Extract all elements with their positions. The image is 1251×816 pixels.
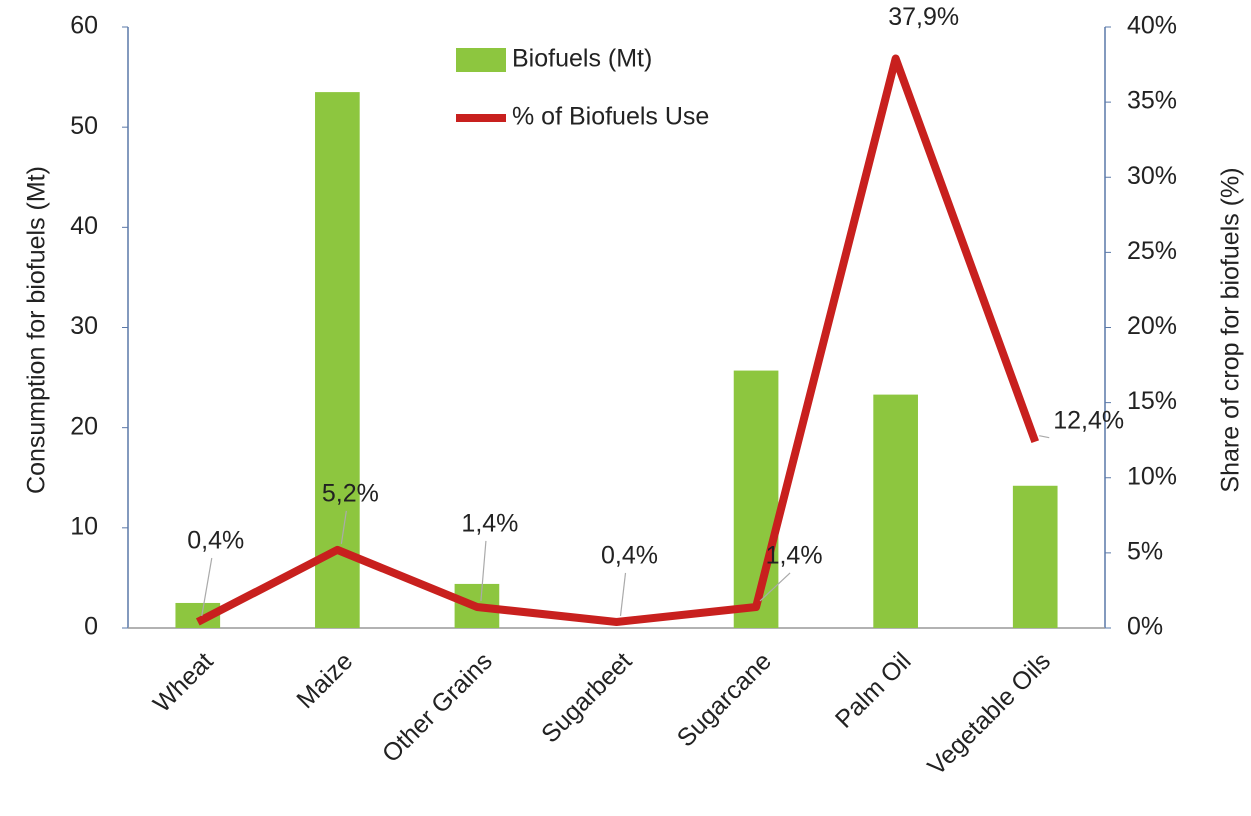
- x-tick-label: Sugarcane: [672, 647, 777, 752]
- leader-line: [201, 557, 213, 617]
- bar: [733, 370, 779, 628]
- data-label: 0,4%: [187, 527, 244, 555]
- y2-tick-label: 30%: [1127, 162, 1177, 190]
- x-tick-label: Other Grains: [377, 647, 498, 768]
- line: [195, 54, 1039, 626]
- data-label: 37,9%: [888, 3, 959, 31]
- leader-line: [340, 510, 347, 544]
- y2-tick-label: 20%: [1127, 312, 1177, 340]
- data-label: 1,4%: [766, 542, 823, 570]
- bar: [873, 394, 918, 628]
- legend-swatch: [456, 48, 506, 72]
- x-tick-label: Maize: [291, 647, 358, 714]
- y2-tick-label: 5%: [1127, 537, 1163, 565]
- x-tick-label: Sugarbeet: [536, 647, 637, 748]
- leader-line: [759, 572, 791, 602]
- y2-tick-label: 0%: [1127, 613, 1163, 641]
- leader-line: [1039, 435, 1050, 439]
- y-tick-label: 40: [70, 212, 98, 240]
- data-label: 0,4%: [601, 542, 658, 570]
- x-tick-label: Vegetable Oils: [922, 647, 1056, 781]
- bar: [315, 92, 360, 628]
- x-tick-label: Palm Oil: [830, 647, 917, 734]
- bar: [1012, 485, 1058, 628]
- y2-tick-label: 10%: [1127, 462, 1177, 490]
- y-tick-label: 50: [70, 112, 98, 140]
- y2-tick-label: 35%: [1127, 87, 1177, 115]
- y2-axis-title: Share of crop for biofuels (%): [1217, 167, 1245, 492]
- y-tick-label: 10: [70, 512, 98, 540]
- legend-label: % of Biofuels Use: [512, 103, 709, 131]
- legend-label: Biofuels (Mt): [512, 45, 652, 73]
- y-axis-title: Consumption for biofuels (Mt): [23, 166, 51, 494]
- y-tick-label: 0: [84, 613, 98, 641]
- y-tick-label: 60: [70, 12, 98, 40]
- data-label: 1,4%: [461, 510, 518, 538]
- data-label: 5,2%: [322, 479, 379, 507]
- data-label: 12,4%: [1053, 406, 1124, 434]
- y2-tick-label: 15%: [1127, 387, 1177, 415]
- x-tick-label: Wheat: [148, 647, 219, 718]
- leader-line: [619, 572, 627, 617]
- leader-line: [480, 540, 487, 602]
- y2-tick-label: 25%: [1127, 237, 1177, 265]
- y2-tick-label: 40%: [1127, 12, 1177, 40]
- y-tick-label: 30: [70, 312, 98, 340]
- y-tick-label: 20: [70, 412, 98, 440]
